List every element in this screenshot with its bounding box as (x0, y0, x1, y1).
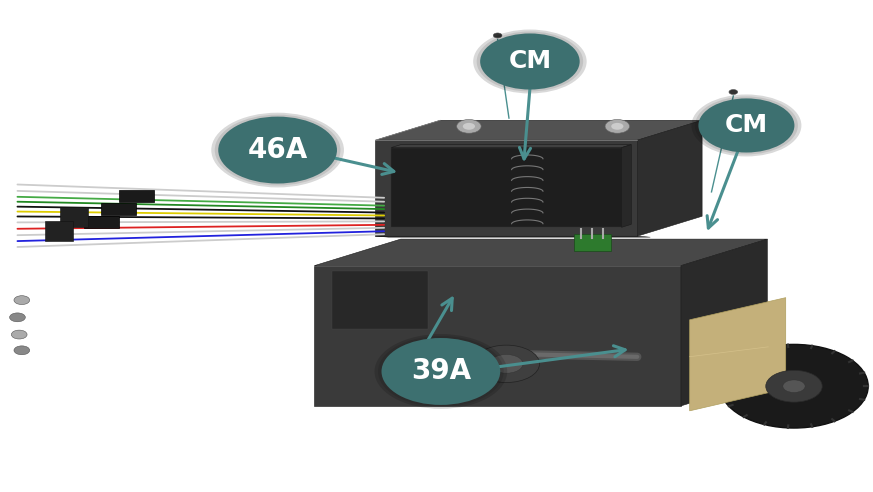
FancyBboxPatch shape (119, 190, 154, 202)
Circle shape (382, 338, 500, 405)
Circle shape (463, 123, 475, 130)
Circle shape (477, 31, 583, 92)
Circle shape (490, 355, 523, 373)
Polygon shape (622, 145, 631, 227)
Polygon shape (314, 239, 767, 266)
Circle shape (605, 120, 629, 133)
Circle shape (11, 330, 27, 339)
Circle shape (719, 344, 868, 428)
FancyBboxPatch shape (45, 221, 73, 241)
Circle shape (375, 334, 507, 409)
Circle shape (698, 98, 794, 153)
FancyBboxPatch shape (101, 203, 136, 215)
Text: 46A: 46A (247, 136, 308, 164)
FancyBboxPatch shape (60, 207, 88, 227)
Circle shape (766, 370, 822, 402)
Circle shape (729, 90, 738, 94)
Circle shape (493, 33, 502, 38)
Text: CM: CM (725, 114, 768, 137)
Circle shape (473, 345, 540, 383)
Polygon shape (375, 120, 702, 140)
Circle shape (457, 120, 481, 133)
Circle shape (473, 30, 587, 93)
Polygon shape (681, 239, 767, 406)
FancyBboxPatch shape (574, 234, 611, 251)
Polygon shape (391, 145, 631, 148)
Polygon shape (637, 120, 702, 236)
Circle shape (211, 113, 344, 187)
Circle shape (691, 94, 801, 156)
Polygon shape (375, 236, 650, 237)
Circle shape (480, 33, 580, 90)
Polygon shape (375, 140, 637, 236)
Polygon shape (690, 298, 786, 411)
Circle shape (378, 336, 504, 407)
Polygon shape (314, 266, 681, 406)
Circle shape (10, 313, 25, 322)
Polygon shape (332, 271, 428, 329)
Text: 39A: 39A (411, 358, 471, 385)
FancyBboxPatch shape (84, 216, 119, 228)
Circle shape (783, 380, 805, 393)
Circle shape (215, 115, 340, 185)
Circle shape (695, 96, 798, 154)
Polygon shape (391, 148, 622, 227)
Text: CM: CM (508, 50, 552, 73)
Circle shape (611, 123, 623, 130)
Circle shape (14, 296, 30, 305)
Circle shape (218, 117, 337, 184)
Circle shape (14, 346, 30, 355)
